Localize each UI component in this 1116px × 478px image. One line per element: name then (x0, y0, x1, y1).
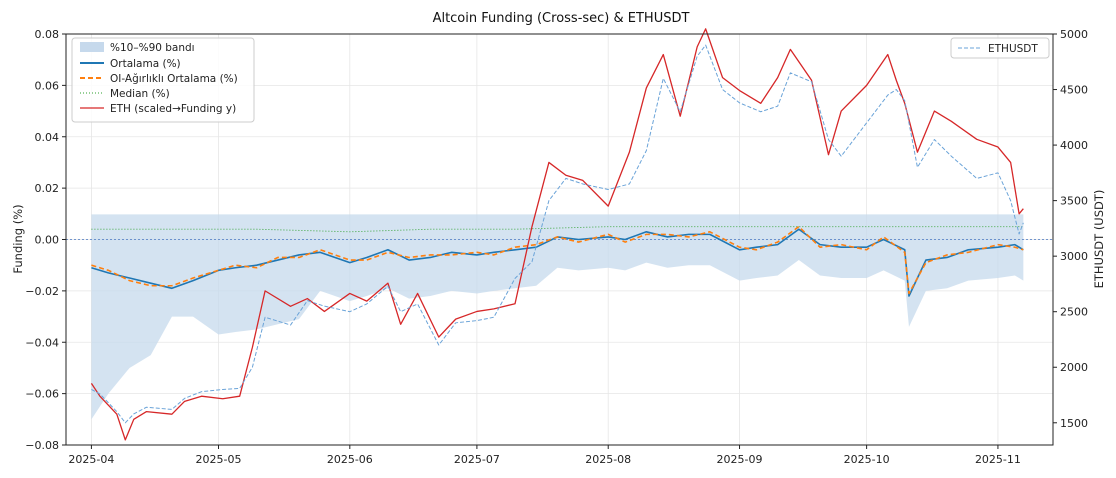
x-tick-label: 2025-08 (585, 453, 631, 466)
y-tick-label: 0.06 (35, 79, 60, 92)
legend-oi-label: OI-Ağırlıklı Ortalama (%) (110, 73, 238, 85)
legend-median-label: Median (%) (110, 88, 170, 100)
band-area (91, 214, 1024, 420)
y-axis-title: Funding (%) (11, 204, 25, 273)
y-axis-right: 5000 4500 4000 3500 3000 2500 2000 1500 (1053, 28, 1088, 430)
y2-tick-label: 5000 (1060, 28, 1088, 41)
legend-band-label: %10–%90 bandı (110, 42, 195, 54)
x-tick-label: 2025-07 (454, 453, 500, 466)
legend-ethusdt-label: ETHUSDT (988, 43, 1038, 55)
legend-left: %10–%90 bandı Ortalama (%) OI-Ağırlıklı … (71, 37, 255, 123)
y2-tick-label: 3500 (1060, 195, 1088, 208)
y2-tick-label: 2500 (1060, 306, 1088, 319)
y-tick-label: −0.08 (25, 439, 59, 452)
x-tick-label: 2025-10 (844, 453, 890, 466)
y-tick-label: 0.00 (35, 234, 60, 247)
series-lines (90, 28, 1024, 441)
x-axis: 2025-04 2025-05 2025-06 2025-07 2025-08 2025-… (68, 445, 1021, 466)
median-line (91, 226, 1024, 233)
y-tick-label: −0.02 (25, 285, 59, 298)
y-tick-label: −0.04 (25, 336, 59, 349)
y-tick-label: 0.02 (35, 182, 60, 195)
y-tick-label: 0.08 (35, 28, 60, 41)
x-tick-label: 2025-06 (327, 453, 373, 466)
y2-tick-label: 4500 (1060, 84, 1088, 97)
eth-scaled-line (90, 28, 1024, 441)
y2-tick-label: 3000 (1060, 250, 1088, 263)
legend-eth-scaled-label: ETH (scaled→Funding y) (110, 103, 236, 115)
y2-tick-label: 4000 (1060, 139, 1088, 152)
y2-tick-label: 1500 (1060, 417, 1088, 430)
legend-left-box (71, 37, 255, 123)
x-tick-label: 2025-05 (196, 453, 242, 466)
x-tick-label: 2025-09 (717, 453, 763, 466)
y2-tick-label: 2000 (1060, 361, 1088, 374)
chart-title: Altcoin Funding (Cross-sec) & ETHUSDT (433, 11, 690, 26)
x-tick-label: 2025-11 (975, 453, 1021, 466)
ethusdt-line (91, 44, 1024, 424)
legend-right: ETHUSDT (950, 37, 1050, 59)
y-axis-left: 0.08 0.06 0.04 0.02 0.00 −0.02 −0.04 −0.06 −0.08 (25, 28, 66, 452)
legend-band-swatch (80, 42, 104, 52)
legend-mean-label: Ortalama (%) (110, 58, 181, 70)
x-tick-label: 2025-04 (68, 453, 114, 466)
y-tick-label: −0.06 (25, 388, 59, 401)
legend-right-box (950, 37, 1050, 59)
y2-axis-title: ETHUSDT (USDT) (1092, 190, 1106, 289)
percentile-band (91, 214, 1024, 420)
oi-weighted-mean-line (91, 225, 1024, 295)
y-tick-label: 0.04 (35, 131, 60, 144)
